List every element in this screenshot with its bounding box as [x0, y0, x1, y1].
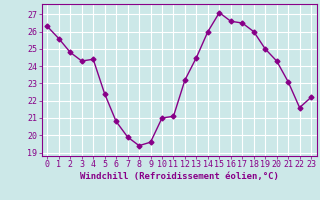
X-axis label: Windchill (Refroidissement éolien,°C): Windchill (Refroidissement éolien,°C) — [80, 172, 279, 181]
